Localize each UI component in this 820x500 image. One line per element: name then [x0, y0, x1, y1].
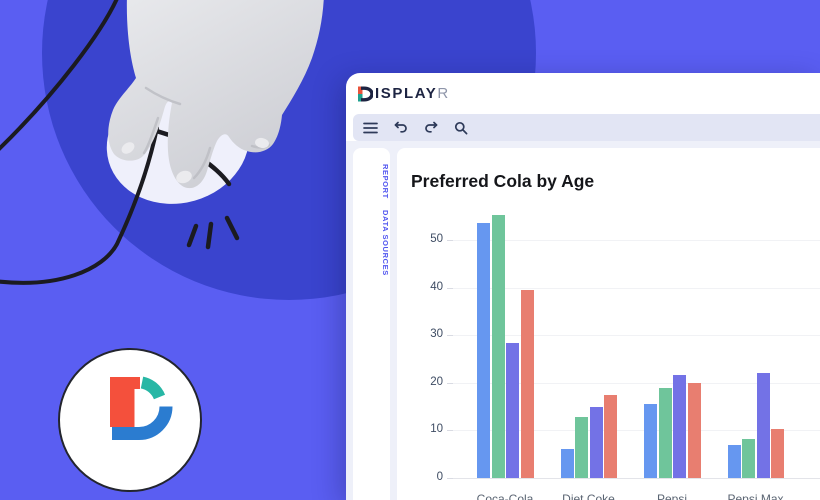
y-tick-label: 20: [409, 376, 443, 388]
bar-series-green: [575, 417, 588, 478]
bar-series-red: [771, 429, 784, 478]
tab-data-sources[interactable]: DATA SOURCES: [353, 210, 390, 276]
x-category-label: Pepsi Max: [727, 492, 783, 500]
app-window: ISPLAYR REPORT DATA SOURCES: [346, 73, 820, 500]
y-tick-mark: [447, 383, 453, 384]
bar-series-green: [492, 215, 505, 478]
logo-bar: ISPLAYR: [346, 73, 820, 113]
grid-line: [453, 240, 820, 241]
brand-word: ISPLAY: [375, 85, 437, 102]
tab-report[interactable]: REPORT: [353, 158, 390, 204]
y-tick-mark: [447, 430, 453, 431]
bar-series-green: [742, 439, 755, 479]
displayr-badge: [59, 349, 201, 491]
report-page: Preferred Cola by Age 01020304050Coca-Co…: [397, 148, 820, 500]
left-nav: REPORT DATA SOURCES: [353, 148, 390, 500]
y-tick-label: 30: [409, 328, 443, 340]
redo-icon[interactable]: [422, 119, 439, 136]
x-category-label: Coca-Cola: [477, 492, 534, 500]
y-tick-mark: [447, 335, 453, 336]
bar-series-purple: [590, 407, 603, 478]
bar-series-red: [688, 383, 701, 478]
x-category-label: Diet Coke: [562, 492, 615, 500]
bar-series-purple: [673, 375, 686, 478]
y-tick-label: 10: [409, 423, 443, 435]
grid-line: [453, 288, 820, 289]
bar-series-blue: [561, 449, 574, 478]
displayr-logo: ISPLAYR: [358, 85, 450, 102]
brand-word-r: R: [437, 85, 449, 102]
y-tick-mark: [447, 478, 453, 479]
bar-series-blue: [477, 223, 490, 478]
undo-icon[interactable]: [392, 119, 409, 136]
grid-line: [453, 335, 820, 336]
grid-line: [453, 478, 820, 479]
y-tick-label: 0: [409, 471, 443, 483]
y-tick-mark: [447, 240, 453, 241]
bar-series-green: [659, 388, 672, 478]
chart-area: 0 10 20 30 40 50 Coca-Cola Diet Coke Pepsi Pepsi …: [397, 148, 820, 500]
search-icon[interactable]: [452, 119, 469, 136]
menu-icon[interactable]: [362, 119, 379, 136]
bar-series-purple: [506, 343, 519, 478]
workspace: REPORT DATA SOURCES Preferred Cola by Ag…: [346, 141, 820, 500]
x-category-label: Pepsi: [657, 492, 687, 500]
bar-series-blue: [728, 445, 741, 478]
bar-series-red: [604, 395, 617, 478]
bar-series-purple: [757, 373, 770, 478]
toolbar: [353, 114, 820, 141]
displayr-logo-mark: [358, 86, 373, 102]
bar-series-red: [521, 290, 534, 478]
y-tick-label: 40: [409, 281, 443, 293]
y-tick-label: 50: [409, 233, 443, 245]
bar-series-blue: [644, 404, 657, 478]
y-tick-mark: [447, 288, 453, 289]
